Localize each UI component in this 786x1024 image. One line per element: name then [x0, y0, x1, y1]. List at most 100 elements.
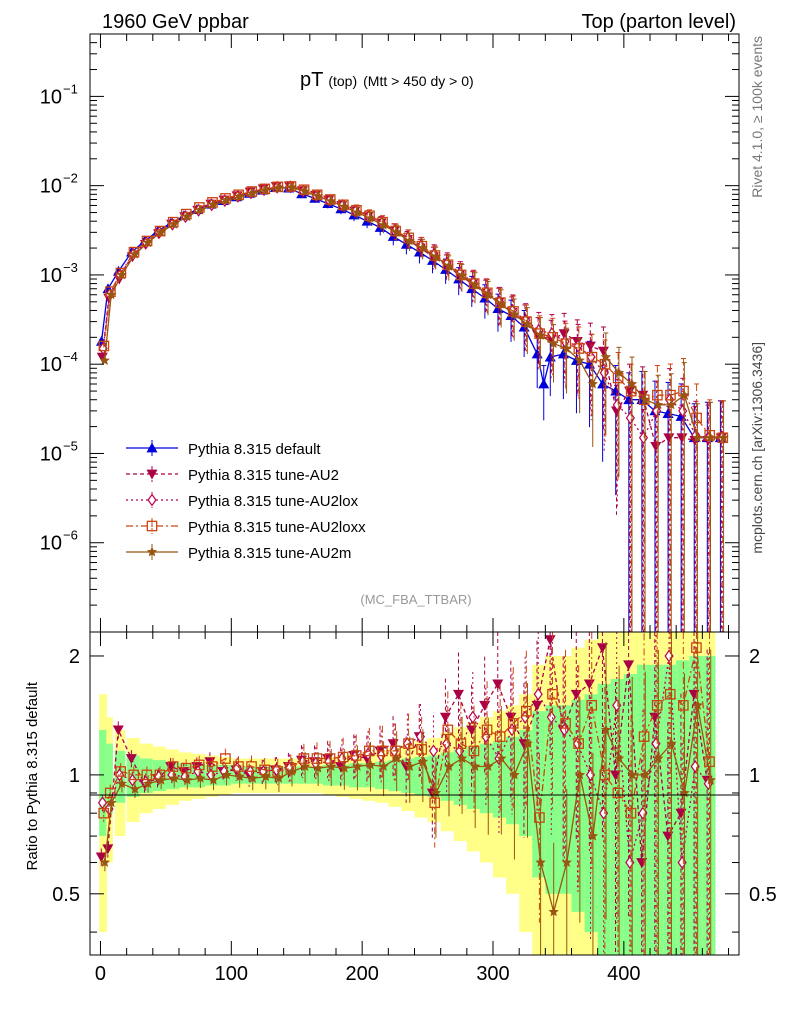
xtick-label: 100 [215, 963, 248, 985]
data-point [574, 355, 585, 365]
ratio-point [439, 712, 451, 723]
uncertainty-band-1sigma [689, 655, 703, 955]
data-point [430, 251, 441, 262]
ratio-point [180, 762, 192, 774]
ratio-point [377, 745, 388, 757]
ratio-point [326, 761, 337, 771]
ratio-point [116, 778, 128, 789]
ratio-point [112, 725, 124, 736]
ratio-ytick-label: 1 [69, 765, 80, 787]
data-point [456, 270, 468, 281]
data-point [613, 367, 625, 378]
uncertainty-band-1sigma [479, 743, 494, 814]
data-point [639, 394, 651, 405]
data-point [469, 279, 481, 290]
legend-item-au2loxx: Pythia 8.315 tune-AU2loxx [126, 518, 366, 536]
data-point [625, 411, 635, 425]
ratio-point [468, 745, 480, 757]
ratio-point [350, 750, 362, 761]
data-point [624, 386, 636, 397]
ratio-point [95, 852, 107, 863]
data-point [705, 432, 716, 443]
ratio-point [492, 679, 504, 690]
data-point [260, 184, 271, 195]
legend-label: Pythia 8.315 tune-AU2lox [188, 493, 359, 510]
data-point [495, 298, 507, 309]
data-point [116, 269, 127, 280]
ratio-ytick-label-right: 2 [749, 646, 760, 668]
ratio-point [520, 705, 532, 717]
main-ytick-label: 10 [40, 265, 62, 287]
ratio-point [494, 731, 506, 742]
ratio-point [507, 718, 519, 729]
uncertainty-band-1sigma [506, 736, 520, 825]
legend-marker [146, 469, 158, 480]
ratio-point [208, 774, 219, 785]
data-point [509, 309, 520, 319]
data-point [626, 378, 638, 389]
ratio-point [522, 738, 533, 749]
ratio-point [625, 807, 637, 819]
ratio-point [613, 753, 625, 763]
data-point [652, 389, 663, 401]
ratio-point [560, 718, 571, 729]
data-point [299, 186, 311, 196]
plot-title-cut: (Mtt > 450 dy > 0) [363, 73, 474, 89]
main-ytick-label: 10 [40, 176, 62, 198]
ratio-point [662, 831, 674, 842]
ratio-point [299, 761, 311, 771]
uncertainty-band-1sigma [702, 655, 716, 955]
main-ytick-label-exp: −1 [63, 81, 78, 96]
ratio-point [452, 689, 464, 700]
main-ytick-label-exp: −2 [63, 171, 78, 186]
ratio-point [102, 844, 114, 855]
data-point [273, 182, 284, 193]
ratio-point [638, 731, 650, 742]
uncertainty-band-1sigma [610, 678, 624, 955]
data-point [247, 187, 258, 198]
ratio-point [483, 761, 494, 771]
ratio-point [429, 797, 441, 809]
uncertainty-band-1sigma [676, 660, 690, 955]
ratio-point [104, 787, 116, 799]
ratio-point [649, 712, 661, 723]
ratio-point [627, 769, 638, 780]
data-point [325, 195, 337, 206]
ratio-point [596, 643, 608, 654]
legend-label: Pythia 8.315 tune-AU2m [188, 545, 351, 562]
ratio-point [705, 774, 716, 785]
ratio-point [664, 688, 676, 700]
data-point [548, 338, 559, 349]
ratio-point [99, 857, 111, 867]
main-ytick-label-exp: −5 [63, 438, 78, 453]
ratio-point [129, 783, 141, 794]
data-point [679, 389, 690, 400]
data-point [482, 289, 494, 300]
ratio-line-au2loxx [103, 647, 711, 818]
ratio-point [352, 761, 363, 771]
data-point [286, 181, 297, 192]
ratio-plot: 0.5 0.5 1 1 2 2 0 100 200 300 400 Ratio to Pythia … [24, 631, 777, 985]
uncertainty-band-1sigma [532, 711, 546, 878]
ratio-point [586, 700, 598, 711]
data-point [417, 242, 428, 253]
ratio-point [610, 770, 622, 781]
ratio-point [496, 753, 507, 763]
legend-item-au2m: Pythia 8.315 tune-AU2m [126, 544, 351, 562]
data-point [208, 199, 219, 210]
ratio-point [470, 761, 481, 771]
data-point [312, 190, 324, 201]
ratio-point [675, 808, 687, 819]
ratio-point [125, 754, 137, 765]
uncertainty-band-1sigma [453, 749, 467, 805]
ratio-point [548, 906, 559, 917]
ratio-point [479, 700, 491, 711]
ratio-point [456, 753, 468, 763]
ratio-point [623, 660, 635, 671]
ratio-point [363, 745, 375, 757]
ratio-point [573, 738, 584, 749]
ratio-point [337, 751, 349, 763]
data-point [99, 355, 110, 365]
ratio-point [533, 687, 543, 701]
ratio-point [195, 772, 206, 783]
